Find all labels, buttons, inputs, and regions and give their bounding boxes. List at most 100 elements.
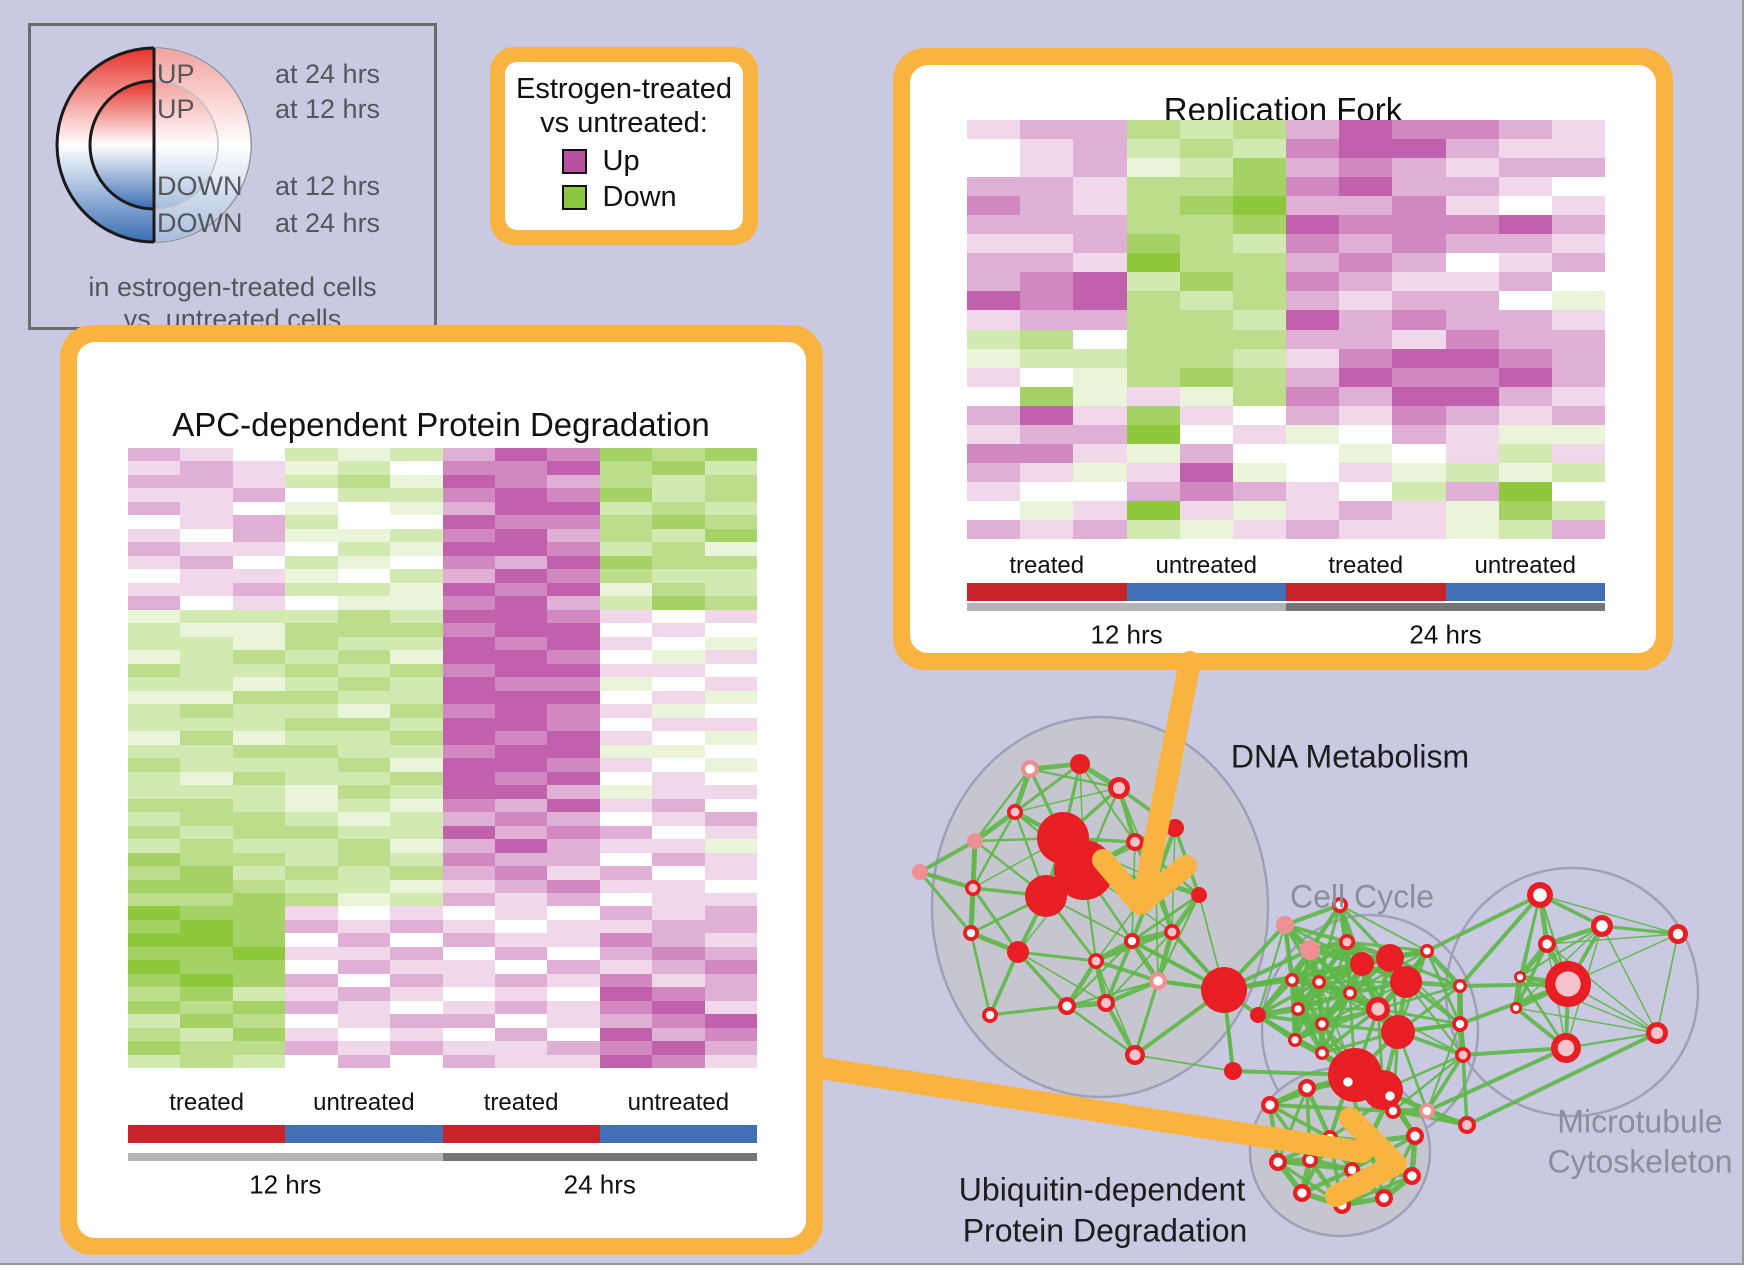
heatmap-row: [128, 717, 758, 732]
network-edge: [1329, 1094, 1391, 1140]
network-edge: [1392, 1109, 1468, 1127]
legend-item-up: Up: [505, 145, 743, 177]
network-node: [1322, 1130, 1338, 1146]
network-edge: [1269, 1103, 1394, 1113]
network-edge: [1397, 984, 1461, 1034]
network-edge: [1320, 1022, 1357, 1077]
network-edge: [1347, 962, 1365, 995]
network-edge: [1134, 1054, 1234, 1072]
network-node: [1302, 1152, 1318, 1168]
network-edge: [1094, 938, 1134, 964]
network-edge: [1381, 1088, 1392, 1098]
network-edge: [972, 886, 1047, 898]
group-label-treated: treated: [1009, 552, 1085, 579]
network-node: [1668, 924, 1688, 944]
network-edge: [1306, 1073, 1356, 1090]
network-edge: [1389, 957, 1461, 1025]
network-edge: [1321, 1052, 1394, 1112]
network-edge: [1389, 956, 1461, 988]
network-edge: [1349, 949, 1428, 995]
network-edge: [918, 871, 973, 934]
network-edge: [1459, 982, 1569, 988]
network-edge: [1366, 1140, 1414, 1178]
network-node-core: [1456, 982, 1464, 990]
network-edge: [1317, 904, 1342, 983]
network-edge: [1308, 948, 1352, 995]
network-edge: [1134, 825, 1176, 845]
network-edge: [1153, 879, 1175, 933]
network-edge: [1341, 1174, 1413, 1207]
network-edge: [1256, 978, 1294, 1017]
network-edge: [1029, 761, 1081, 772]
network-edge: [1012, 768, 1033, 813]
network-node: [1164, 924, 1180, 940]
down-color-swatch: [561, 184, 587, 210]
network-edge: [1309, 1157, 1353, 1173]
apc-heatmap: [128, 448, 758, 1069]
cluster-ellipse-cc: [1260, 913, 1480, 1147]
network-edge: [1382, 1088, 1468, 1127]
network-edge: [1153, 827, 1178, 881]
network-edge: [1044, 895, 1098, 962]
network-edge: [1515, 894, 1541, 1009]
network-edge: [1318, 981, 1356, 1076]
network-edge: [1387, 956, 1409, 984]
color-legend-title-line2: vs untreated:: [540, 107, 708, 139]
network-edge: [1104, 1001, 1137, 1057]
network-edge: [1517, 942, 1550, 979]
network-node: [1166, 819, 1184, 837]
network-node: [1191, 887, 1207, 903]
network-edge: [1284, 923, 1348, 944]
network-node: [1366, 997, 1390, 1021]
heatmap-row: [967, 234, 1606, 254]
network-edge: [1104, 940, 1134, 1004]
network-edge: [1380, 1031, 1401, 1091]
network-node: [1514, 971, 1526, 983]
legend-direction: UP: [157, 94, 195, 124]
network-edge: [1290, 979, 1324, 1054]
network-edge: [1257, 1006, 1299, 1018]
network-edge: [1297, 990, 1351, 1012]
network-node: [1545, 961, 1591, 1007]
legend-time: at 12 hrs: [275, 94, 381, 124]
condition-bar: [1126, 583, 1286, 601]
network-edge: [1269, 1103, 1331, 1140]
network-edge: [1321, 981, 1407, 1025]
heatmap-row: [967, 196, 1606, 216]
network-node: [1054, 840, 1114, 900]
down-label: Down: [602, 180, 677, 213]
network-edge: [1546, 943, 1658, 1034]
replication-fork-heatmap: [967, 120, 1606, 540]
network-edge: [1283, 924, 1321, 983]
network-edge: [1062, 837, 1157, 881]
network-node: [1381, 1087, 1399, 1105]
network-edge: [1282, 922, 1313, 953]
network-edge: [1387, 1094, 1418, 1138]
heatmap-row: [128, 501, 758, 516]
heatmap-row: [128, 488, 758, 502]
time-bar: [442, 1153, 757, 1161]
network-edge: [1348, 991, 1400, 1034]
network-edge: [1014, 811, 1085, 871]
heatmap-row: [128, 1014, 758, 1028]
network-edge: [974, 768, 1031, 842]
condition-bar: [285, 1125, 443, 1143]
callout-arrow-head-1: [1092, 849, 1197, 915]
network-node-core: [1091, 956, 1101, 966]
network-edge: [1365, 1094, 1393, 1144]
heatmap-row: [967, 177, 1606, 197]
network-edge: [1309, 1139, 1369, 1163]
condition-bar: [1286, 583, 1446, 601]
network-node: [1385, 1103, 1401, 1119]
network-edge: [1283, 924, 1300, 1010]
network-edge: [1132, 840, 1159, 882]
network-node: [1250, 1007, 1266, 1023]
network-edge: [1397, 1030, 1464, 1057]
network-edge: [1375, 1007, 1401, 1034]
network-edge: [1317, 981, 1324, 1054]
network-edge: [1376, 979, 1408, 1012]
network-node-core: [1422, 1106, 1432, 1116]
network-node-core: [1423, 947, 1431, 955]
network-edge: [1519, 976, 1658, 1034]
heatmap-row: [128, 690, 758, 705]
